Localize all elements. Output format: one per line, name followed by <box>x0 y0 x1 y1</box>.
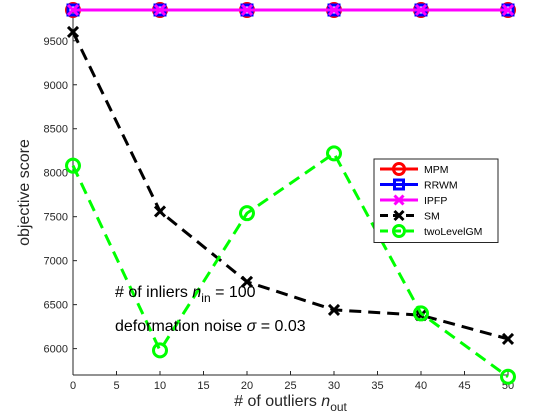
legend-marker <box>393 194 405 206</box>
y-axis-label: objective score <box>16 139 33 246</box>
legend-marker <box>393 178 405 191</box>
legend-marker <box>392 224 406 238</box>
legend-label: RRWM <box>424 180 458 192</box>
y-tick-label: 8500 <box>44 124 68 136</box>
annotation-text: # of inliers nin = 100 <box>115 284 256 305</box>
x-tick-label: 5 <box>113 380 119 392</box>
data-point-sm <box>66 25 80 39</box>
x-tick-label: 40 <box>415 380 427 392</box>
legend-label: twoLevelGM <box>424 226 482 238</box>
y-tick-label: 6500 <box>44 300 68 312</box>
annotation-text: deformation noise σ = 0.03 <box>115 318 306 335</box>
annotations: # of inliers nin = 100 deformation noise … <box>115 284 306 335</box>
legend-label: SM <box>424 211 440 223</box>
data-point-sm <box>501 332 515 346</box>
x-tick-label: 0 <box>70 380 76 392</box>
legend-item-rrwm: RRWM <box>380 178 458 192</box>
data-point-sm <box>327 303 341 316</box>
data-point-twolevelgm <box>500 368 516 385</box>
x-tick-label: 30 <box>328 380 340 392</box>
data-point-twolevelgm <box>413 305 429 322</box>
data-point-twolevelgm <box>65 157 81 174</box>
legend-item-ipfp: IPFP <box>380 194 447 207</box>
data-point-ipfp <box>327 3 341 17</box>
y-tick-label: 7000 <box>44 256 68 268</box>
data-point-ipfp <box>414 3 428 17</box>
series-line-twolevelgm <box>71 151 509 379</box>
legend-item-sm: SM <box>380 209 440 223</box>
data-point-twolevelgm <box>326 145 342 162</box>
legend: MPM RRWM IPFP SM twoLevelGM <box>373 158 499 243</box>
legend-label: IPFP <box>424 195 447 207</box>
y-tick-label: 9500 <box>44 36 68 48</box>
legend-item-twolevelgm: twoLevelGM <box>380 224 482 238</box>
y-tick-label: 9000 <box>44 80 68 92</box>
legend-marker <box>393 209 405 222</box>
x-tick-label: 45 <box>458 380 470 392</box>
data-point-twolevelgm <box>239 205 255 222</box>
data-point-sm <box>153 205 167 218</box>
data-point-ipfp <box>501 3 515 17</box>
series-line-sm <box>71 31 509 341</box>
x-tick-label: 10 <box>154 380 166 392</box>
data-point-ipfp <box>66 3 80 17</box>
x-tick-label: 15 <box>197 380 209 392</box>
y-tick-label: 6000 <box>44 344 68 356</box>
legend-item-mpm: MPM <box>380 162 449 176</box>
legend-marker <box>392 162 406 176</box>
series-ipfp <box>66 3 515 17</box>
y-tick-label: 7500 <box>44 212 68 224</box>
data-point-ipfp <box>153 3 167 17</box>
data-point-ipfp <box>240 3 254 17</box>
x-axis-label: # of outliers nout <box>234 393 347 414</box>
legend-label: MPM <box>424 164 449 176</box>
data-point-sm <box>240 275 254 288</box>
axes: 0 5 10 15 20 25 30 35 40 45 5060006500700075008000… <box>16 10 514 414</box>
x-tick-label: 20 <box>241 380 253 392</box>
x-tick-label: 35 <box>371 380 383 392</box>
series-twolevelgm <box>65 145 516 385</box>
x-tick-label: 25 <box>284 380 296 392</box>
y-tick-label: 8000 <box>44 168 68 180</box>
data-point-twolevelgm <box>152 342 168 359</box>
series-layer <box>65 2 516 385</box>
